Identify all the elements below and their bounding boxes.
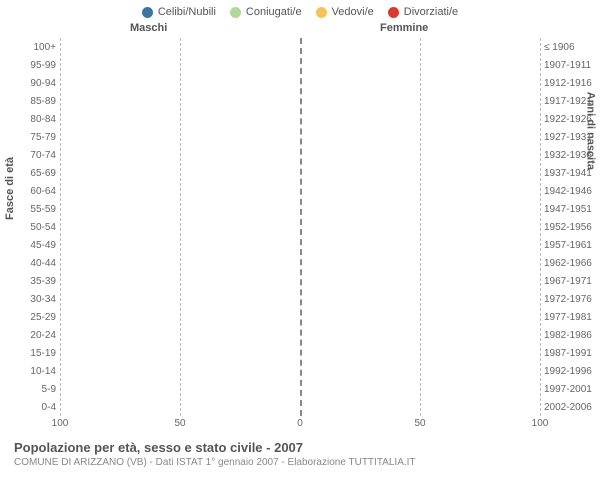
chart-title: Popolazione per età, sesso e stato civil… <box>14 440 586 455</box>
age-label: 100+ <box>16 38 56 56</box>
birth-label: 1957-1961 <box>544 236 598 254</box>
age-label: 95-99 <box>16 56 56 74</box>
age-label: 10-14 <box>16 362 56 380</box>
age-label: 30-34 <box>16 290 56 308</box>
age-label: 15-19 <box>16 344 56 362</box>
age-label: 50-54 <box>16 218 56 236</box>
legend-item: Celibi/Nubili <box>142 6 216 18</box>
age-labels: 0-45-910-1415-1920-2425-2930-3435-3940-4… <box>16 38 56 416</box>
age-label: 40-44 <box>16 254 56 272</box>
chart-footer: Popolazione per età, sesso e stato civil… <box>0 432 600 468</box>
birth-label: 1912-1916 <box>544 74 598 92</box>
age-label: 60-64 <box>16 182 56 200</box>
population-pyramid: Celibi/Nubili Coniugati/e Vedovi/e Divorzia… <box>0 0 600 500</box>
x-tick: 100 <box>532 418 549 429</box>
birth-label: 1972-1976 <box>544 290 598 308</box>
legend-item: Divorziati/e <box>388 6 458 18</box>
birth-label: 1982-1986 <box>544 326 598 344</box>
age-label: 70-74 <box>16 146 56 164</box>
legend-item: Vedovi/e <box>316 6 374 18</box>
birth-label: 1937-1941 <box>544 164 598 182</box>
birth-label: 1952-1956 <box>544 218 598 236</box>
x-tick: 100 <box>52 418 69 429</box>
birth-year-labels: 2002-20061997-20011992-19961987-19911982… <box>544 38 598 416</box>
legend-swatch <box>142 7 153 18</box>
x-tick: 0 <box>297 418 303 429</box>
age-label: 45-49 <box>16 236 56 254</box>
birth-label: 1992-1996 <box>544 362 598 380</box>
legend-label: Vedovi/e <box>332 6 374 18</box>
birth-label: 1967-1971 <box>544 272 598 290</box>
x-tick: 50 <box>414 418 425 429</box>
header-male: Maschi <box>130 22 167 34</box>
age-label: 25-29 <box>16 308 56 326</box>
age-label: 90-94 <box>16 74 56 92</box>
birth-label: 1922-1926 <box>544 110 598 128</box>
header-female: Femmine <box>380 22 428 34</box>
birth-label: 1987-1991 <box>544 344 598 362</box>
legend-item: Coniugati/e <box>230 6 302 18</box>
legend-swatch <box>316 7 327 18</box>
age-label: 65-69 <box>16 164 56 182</box>
chart-subtitle: COMUNE DI ARIZZANO (VB) - Dati ISTAT 1° … <box>14 457 586 468</box>
birth-label: 1962-1966 <box>544 254 598 272</box>
legend-label: Divorziati/e <box>404 6 458 18</box>
age-label: 0-4 <box>16 398 56 416</box>
x-tick: 50 <box>174 418 185 429</box>
y-axis-title-left: Fasce di età <box>4 157 16 220</box>
birth-label: 1947-1951 <box>544 200 598 218</box>
birth-label: 1942-1946 <box>544 182 598 200</box>
plot-area: 0-45-910-1415-1920-2425-2930-3435-3940-4… <box>60 38 540 416</box>
age-label: 20-24 <box>16 326 56 344</box>
column-headers: Maschi Femmine <box>0 22 600 38</box>
age-label: 85-89 <box>16 92 56 110</box>
birth-label: 1932-1936 <box>544 146 598 164</box>
birth-label: 1977-1981 <box>544 308 598 326</box>
legend-swatch <box>230 7 241 18</box>
birth-label: 1927-1931 <box>544 128 598 146</box>
birth-label: 1997-2001 <box>544 380 598 398</box>
x-axis: 10050050100 <box>60 418 540 432</box>
legend-label: Celibi/Nubili <box>158 6 216 18</box>
legend: Celibi/Nubili Coniugati/e Vedovi/e Divorzia… <box>0 0 600 22</box>
birth-label: 2002-2006 <box>544 398 598 416</box>
legend-swatch <box>388 7 399 18</box>
age-label: 55-59 <box>16 200 56 218</box>
birth-label: 1917-1921 <box>544 92 598 110</box>
age-label: 80-84 <box>16 110 56 128</box>
birth-label: 1907-1911 <box>544 56 598 74</box>
age-label: 5-9 <box>16 380 56 398</box>
legend-label: Coniugati/e <box>246 6 302 18</box>
age-label: 75-79 <box>16 128 56 146</box>
birth-label: ≤ 1906 <box>544 38 598 56</box>
age-label: 35-39 <box>16 272 56 290</box>
